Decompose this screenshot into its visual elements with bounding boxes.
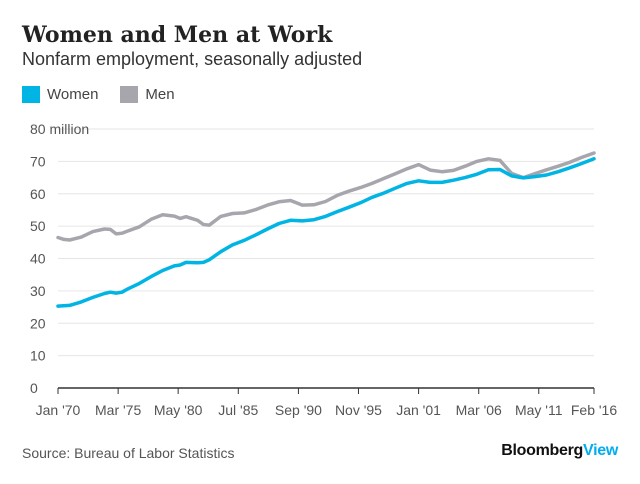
chart-title: Women and Men at Work <box>22 22 333 48</box>
legend-item-men: Men <box>120 86 175 103</box>
y-tick-label: 10 <box>30 348 46 364</box>
legend: Women Men <box>22 86 197 103</box>
x-tick-label: Jan '01 <box>396 402 441 418</box>
series-line-men <box>56 151 596 242</box>
legend-item-women: Women <box>22 86 98 103</box>
series-line-women <box>56 157 596 308</box>
x-tick-label: May '11 <box>515 402 563 418</box>
x-tick-label: May '80 <box>154 402 203 418</box>
chart-subtitle: Nonfarm employment, seasonally adjusted <box>22 49 363 69</box>
y-tick-label: 20 <box>30 315 46 331</box>
y-tick-label: 0 <box>30 380 38 396</box>
brand-logo: BloombergView <box>501 442 618 460</box>
x-tick-label: Feb '16 <box>571 402 617 418</box>
x-tick-label: Mar '75 <box>95 402 141 418</box>
legend-label-women: Women <box>47 86 99 103</box>
x-tick-label: Nov '95 <box>335 402 382 418</box>
y-tick-label: 50 <box>30 218 46 234</box>
x-tick-label: Mar '06 <box>456 402 502 418</box>
source-note: Source: Bureau of Labor Statistics <box>22 445 235 461</box>
x-tick-label: Jan '70 <box>36 402 81 418</box>
brand-accent: View <box>583 442 618 459</box>
y-tick-label: 30 <box>30 283 46 299</box>
brand-main: Bloomberg <box>501 442 584 459</box>
x-tick-label: Jul '85 <box>218 402 258 418</box>
y-tick-label: 70 <box>30 153 46 169</box>
legend-swatch-men <box>120 86 139 103</box>
x-tick-label: Sep '90 <box>275 402 322 418</box>
y-tick-label: 40 <box>30 251 46 267</box>
y-tick-label: 60 <box>30 186 46 202</box>
y-tick-label: 80 million <box>30 121 89 137</box>
legend-label-men: Men <box>145 86 175 103</box>
legend-swatch-women <box>22 86 40 103</box>
